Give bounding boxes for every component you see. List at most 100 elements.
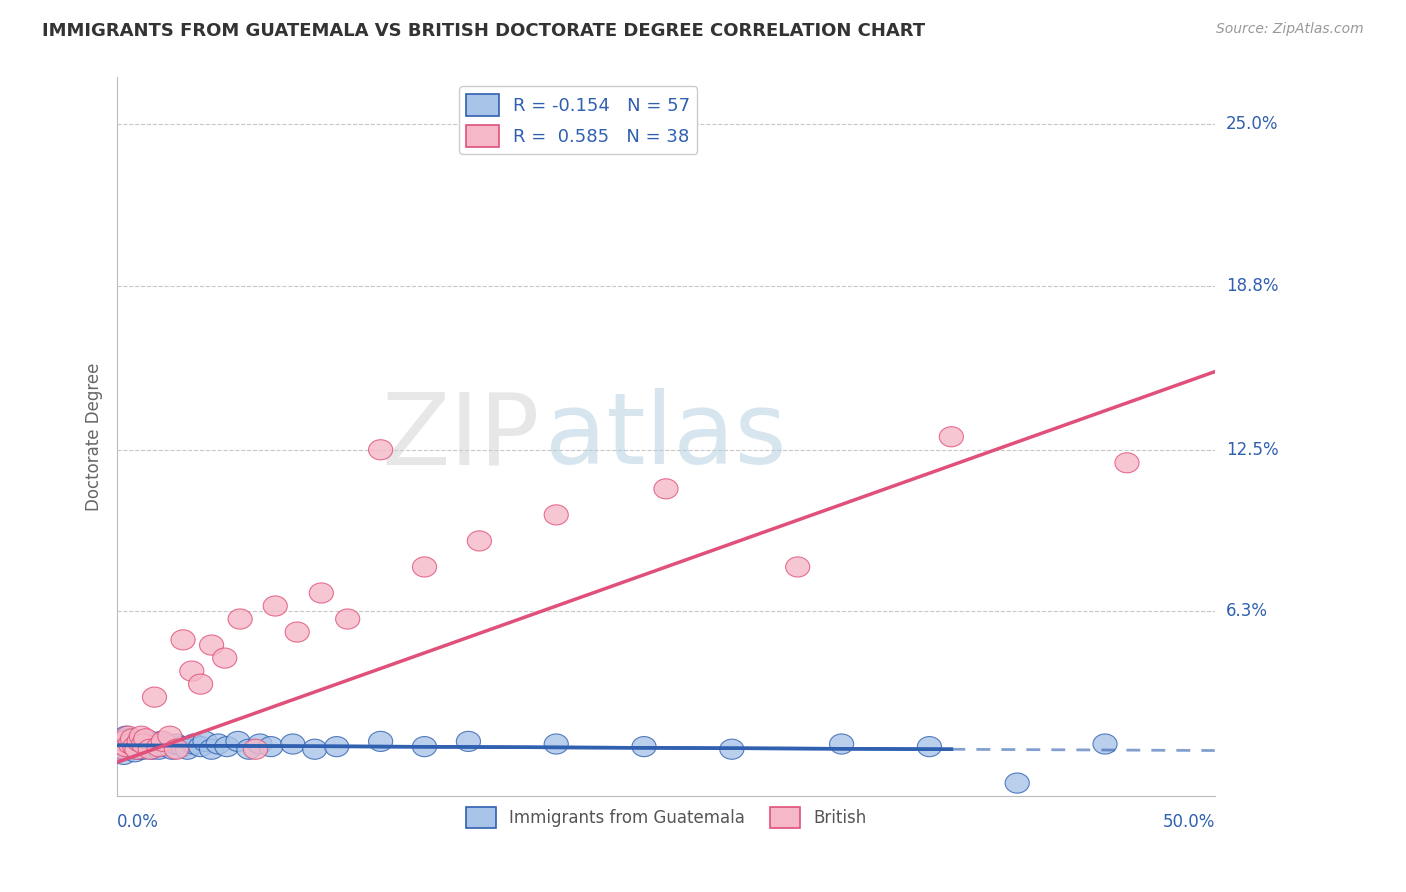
Ellipse shape (309, 583, 333, 603)
Text: IMMIGRANTS FROM GUATEMALA VS BRITISH DOCTORATE DEGREE CORRELATION CHART: IMMIGRANTS FROM GUATEMALA VS BRITISH DOC… (42, 22, 925, 40)
Ellipse shape (207, 734, 231, 754)
Ellipse shape (259, 737, 283, 756)
Ellipse shape (720, 739, 744, 759)
Ellipse shape (243, 739, 267, 759)
Ellipse shape (188, 737, 212, 756)
Ellipse shape (165, 739, 188, 759)
Text: atlas: atlas (546, 388, 787, 485)
Ellipse shape (110, 739, 134, 759)
Ellipse shape (125, 739, 149, 759)
Ellipse shape (160, 739, 184, 759)
Ellipse shape (193, 731, 217, 751)
Ellipse shape (212, 648, 236, 668)
Ellipse shape (127, 739, 152, 759)
Ellipse shape (156, 734, 180, 754)
Ellipse shape (134, 729, 157, 749)
Ellipse shape (125, 731, 149, 751)
Ellipse shape (121, 729, 145, 749)
Ellipse shape (544, 734, 568, 754)
Ellipse shape (111, 731, 136, 751)
Ellipse shape (122, 734, 146, 754)
Ellipse shape (830, 734, 853, 754)
Ellipse shape (285, 622, 309, 642)
Ellipse shape (129, 726, 153, 747)
Ellipse shape (129, 737, 153, 756)
Ellipse shape (263, 596, 287, 616)
Ellipse shape (131, 731, 156, 751)
Ellipse shape (325, 737, 349, 756)
Ellipse shape (136, 737, 160, 756)
Text: 0.0%: 0.0% (117, 813, 159, 830)
Ellipse shape (281, 734, 305, 754)
Ellipse shape (457, 731, 481, 751)
Ellipse shape (122, 742, 146, 762)
Text: 50.0%: 50.0% (1163, 813, 1215, 830)
Ellipse shape (368, 731, 392, 751)
Ellipse shape (138, 731, 162, 751)
Ellipse shape (121, 739, 145, 759)
Ellipse shape (1005, 773, 1029, 793)
Ellipse shape (153, 737, 177, 756)
Ellipse shape (1115, 453, 1139, 473)
Ellipse shape (121, 731, 145, 751)
Ellipse shape (134, 734, 157, 754)
Ellipse shape (165, 734, 188, 754)
Ellipse shape (142, 687, 166, 707)
Ellipse shape (172, 737, 195, 756)
Ellipse shape (114, 737, 138, 756)
Text: 6.3%: 6.3% (1226, 602, 1268, 620)
Ellipse shape (180, 661, 204, 681)
Ellipse shape (127, 731, 152, 751)
Ellipse shape (122, 737, 146, 756)
Ellipse shape (631, 737, 657, 756)
Ellipse shape (654, 479, 678, 499)
Legend: Immigrants from Guatemala, British: Immigrants from Guatemala, British (458, 801, 873, 835)
Ellipse shape (412, 737, 437, 756)
Ellipse shape (127, 734, 152, 754)
Ellipse shape (544, 505, 568, 524)
Ellipse shape (110, 734, 134, 754)
Ellipse shape (146, 737, 172, 756)
Ellipse shape (200, 635, 224, 655)
Ellipse shape (118, 734, 142, 754)
Ellipse shape (142, 734, 166, 754)
Ellipse shape (939, 426, 963, 447)
Ellipse shape (157, 726, 181, 747)
Ellipse shape (118, 734, 142, 754)
Ellipse shape (412, 557, 437, 577)
Ellipse shape (302, 739, 326, 759)
Text: 18.8%: 18.8% (1226, 277, 1278, 294)
Ellipse shape (145, 737, 169, 756)
Ellipse shape (200, 739, 224, 759)
Ellipse shape (467, 531, 492, 551)
Ellipse shape (149, 731, 173, 751)
Ellipse shape (786, 557, 810, 577)
Ellipse shape (111, 744, 136, 764)
Ellipse shape (917, 737, 942, 756)
Ellipse shape (125, 737, 149, 756)
Ellipse shape (117, 729, 141, 749)
Ellipse shape (215, 737, 239, 756)
Ellipse shape (107, 739, 131, 759)
Ellipse shape (118, 739, 142, 759)
Ellipse shape (107, 734, 131, 754)
Ellipse shape (131, 734, 156, 754)
Ellipse shape (117, 734, 141, 754)
Ellipse shape (146, 739, 172, 759)
Ellipse shape (247, 734, 271, 754)
Ellipse shape (1092, 734, 1118, 754)
Ellipse shape (131, 739, 156, 759)
Text: 25.0%: 25.0% (1226, 115, 1278, 133)
Ellipse shape (228, 609, 252, 629)
Ellipse shape (114, 726, 138, 747)
Ellipse shape (152, 731, 176, 751)
Text: Source: ZipAtlas.com: Source: ZipAtlas.com (1216, 22, 1364, 37)
Ellipse shape (236, 739, 262, 759)
Ellipse shape (368, 440, 392, 460)
Ellipse shape (114, 739, 138, 759)
Ellipse shape (188, 674, 212, 694)
Ellipse shape (181, 734, 207, 754)
Ellipse shape (117, 726, 141, 747)
Ellipse shape (141, 739, 165, 759)
Text: ZIP: ZIP (381, 388, 540, 485)
